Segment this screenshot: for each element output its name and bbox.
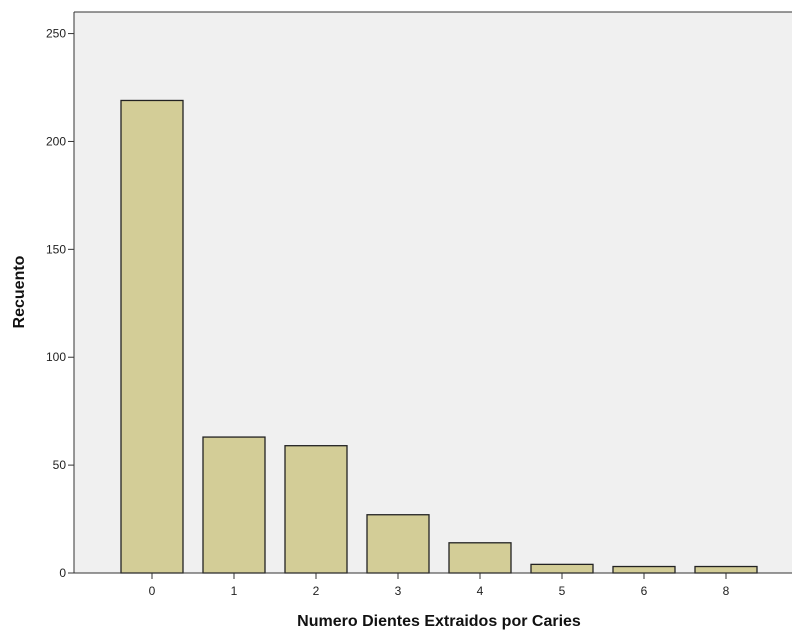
bar-0 xyxy=(120,99,184,574)
bar-1 xyxy=(202,436,266,574)
y-tick-label: 200 xyxy=(46,134,66,148)
y-tick-label: 0 xyxy=(59,566,66,580)
x-tick-label: 3 xyxy=(395,584,402,598)
x-tick-label: 5 xyxy=(559,584,566,598)
bar-3 xyxy=(366,514,430,574)
y-axis-title: Recuento xyxy=(11,255,28,328)
bar-2 xyxy=(284,445,348,574)
bar-8 xyxy=(694,565,758,574)
y-tick-label: 50 xyxy=(53,458,67,472)
x-tick-label: 8 xyxy=(723,584,730,598)
bar-5 xyxy=(530,563,594,574)
x-axis-ticks: 0 1 2 3 4 5 6 8 xyxy=(149,573,730,598)
bar-6 xyxy=(612,565,676,574)
x-tick-label: 1 xyxy=(231,584,238,598)
x-axis-title: Numero Dientes Extraidos por Caries xyxy=(297,613,581,630)
bar-4 xyxy=(448,542,512,574)
y-axis-ticks: 0 50 100 150 200 250 xyxy=(46,27,74,580)
y-tick-label: 100 xyxy=(46,350,66,364)
x-tick-label: 0 xyxy=(149,584,156,598)
x-tick-label: 2 xyxy=(313,584,320,598)
y-tick-label: 150 xyxy=(46,242,66,256)
x-tick-label: 4 xyxy=(477,584,484,598)
x-tick-label: 6 xyxy=(641,584,648,598)
bars-group xyxy=(120,99,758,574)
y-tick-label: 250 xyxy=(46,27,66,41)
plot-area-background xyxy=(74,12,792,573)
